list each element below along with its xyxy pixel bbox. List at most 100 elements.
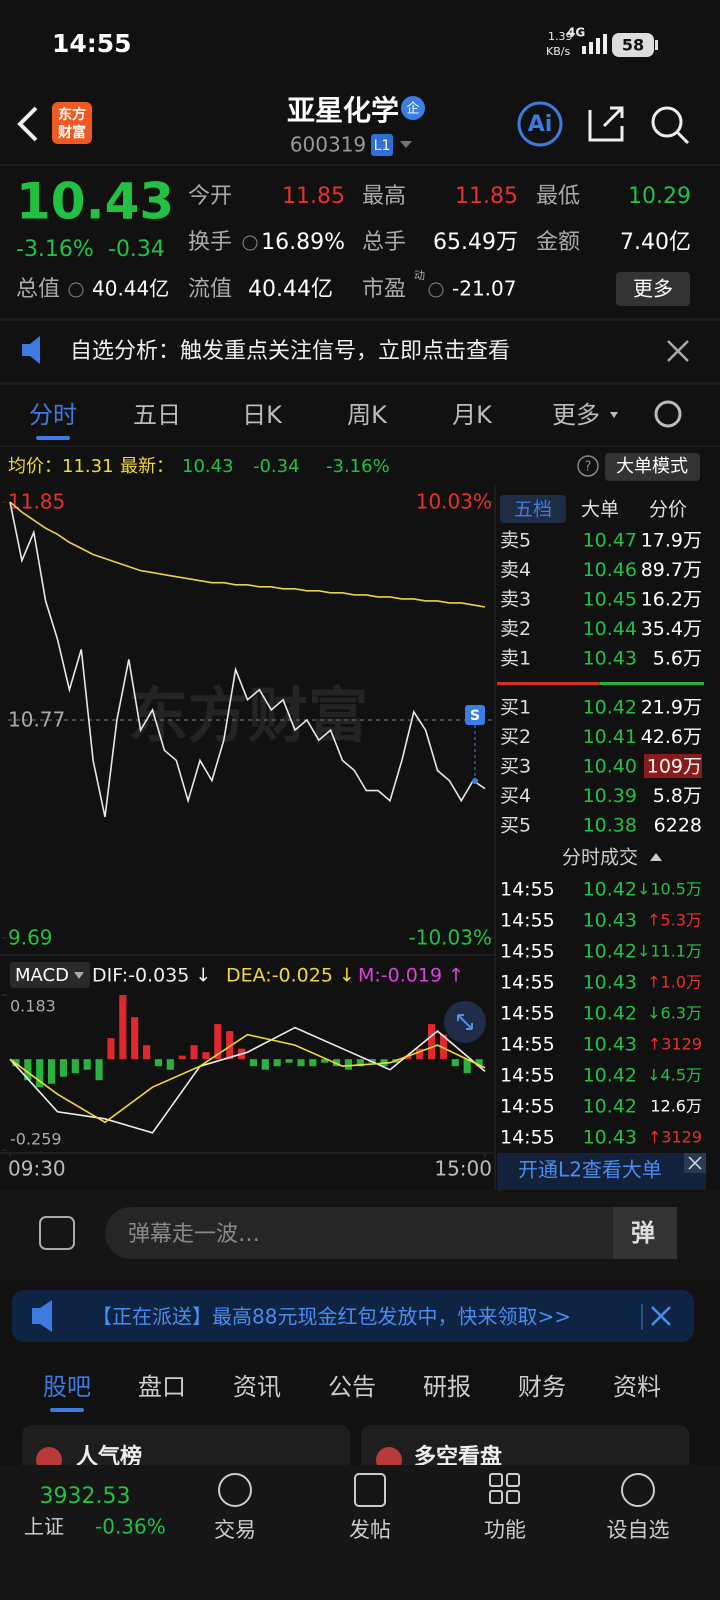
section-tab[interactable]: 公告 xyxy=(328,1373,376,1401)
stat-label: 流值 xyxy=(188,277,232,302)
book-volume: 109万 xyxy=(647,756,702,778)
watermark: 东方财富 xyxy=(128,682,368,752)
book-volume: 5.8万 xyxy=(653,785,702,807)
stat-label: 换手 xyxy=(188,230,232,255)
banner-text[interactable]: 【正在派送】最高88元现金红包发放中，快来领取>> xyxy=(92,1305,571,1329)
histogram-bar xyxy=(463,1059,471,1074)
change: -0.34 xyxy=(108,237,165,262)
mode-button[interactable] xyxy=(605,453,700,481)
section-tab[interactable]: 财务 xyxy=(518,1373,566,1401)
stat-label: 总值 xyxy=(16,277,60,302)
indicator-name[interactable]: MACD xyxy=(15,965,69,986)
volume-highlight xyxy=(644,754,702,778)
section-tab[interactable]: 股吧 xyxy=(43,1373,91,1401)
danmaku-placeholder[interactable]: 弹幕走一波… xyxy=(128,1222,260,1247)
tab[interactable]: 周K xyxy=(347,401,388,429)
nav-item[interactable]: 交易 xyxy=(214,1518,256,1542)
notice-text[interactable]: 自选分析：触发重点关注信号，立即点击查看 xyxy=(70,339,510,364)
ai-label[interactable]: Ai xyxy=(528,112,553,137)
stat-value: -21.07 xyxy=(452,277,516,301)
l2-link[interactable]: 开通L2查看大单 xyxy=(518,1158,662,1182)
book-label: 买4 xyxy=(500,785,531,807)
section-tab[interactable]: 资讯 xyxy=(233,1373,281,1401)
nav-item[interactable]: 设自选 xyxy=(607,1518,670,1542)
histogram-bar xyxy=(95,1059,103,1081)
more-button[interactable] xyxy=(616,272,690,306)
avg-value: 11.31 xyxy=(62,456,114,477)
signal-dot xyxy=(472,778,478,784)
mode-label[interactable]: 大单模式 xyxy=(616,456,688,477)
book-tab[interactable]: 大单 xyxy=(581,499,619,521)
trade-price: 10.43 xyxy=(583,1034,637,1056)
stock-name: 亚星化学 xyxy=(287,94,399,127)
function-icon xyxy=(489,1473,503,1487)
tab[interactable]: 更多 xyxy=(552,401,600,429)
level-badge xyxy=(371,134,393,156)
section-tab[interactable]: 资料 xyxy=(613,1373,661,1401)
indicator-select[interactable] xyxy=(10,962,90,988)
histogram-bar xyxy=(416,1048,424,1060)
y-tick-label: 0.183 xyxy=(10,997,56,1016)
histogram-bar xyxy=(36,1059,44,1088)
danmaku-input[interactable] xyxy=(105,1207,677,1259)
trade-price: 10.42 xyxy=(583,1003,637,1025)
y-tick-label: -0.259 xyxy=(10,1130,62,1149)
help-icon[interactable] xyxy=(577,455,599,477)
logo-text: 东方 xyxy=(58,106,86,123)
danmaku-button[interactable] xyxy=(613,1207,677,1259)
trade-time: 14:55 xyxy=(500,972,555,994)
danmaku-button-label[interactable]: 弹 xyxy=(631,1219,655,1247)
histogram-bar xyxy=(333,1059,341,1067)
histogram-bar xyxy=(439,1034,447,1060)
histogram-bar xyxy=(71,1059,79,1074)
section-tab[interactable]: 研报 xyxy=(423,1373,471,1401)
battery-level: 58 xyxy=(622,36,644,55)
active-tab-bg xyxy=(500,495,566,523)
trade-time: 14:55 xyxy=(500,941,555,963)
back-button[interactable] xyxy=(17,106,38,142)
section-tab[interactable]: 盘口 xyxy=(138,1373,186,1401)
x-tick-label: 15:00 xyxy=(434,1157,492,1181)
badge-bg xyxy=(401,96,425,120)
tab[interactable]: 分时 xyxy=(29,401,77,429)
banner[interactable] xyxy=(12,1290,694,1342)
histogram-bar xyxy=(261,1059,269,1070)
trade-price: 10.42 xyxy=(583,1065,637,1087)
tab[interactable]: 日K xyxy=(242,401,283,429)
bottom-bar xyxy=(0,1465,720,1600)
search-button[interactable] xyxy=(651,106,683,138)
book-tab[interactable]: 五档 xyxy=(514,499,552,521)
banner-close[interactable] xyxy=(651,1306,671,1326)
histogram-bar xyxy=(119,995,127,1060)
tab[interactable]: 月K xyxy=(452,401,493,429)
ai-button[interactable] xyxy=(517,101,563,147)
info-icon xyxy=(68,282,84,298)
sort-caret xyxy=(650,853,662,861)
stat-label: 金额 xyxy=(536,230,580,255)
book-tab[interactable]: 分价 xyxy=(649,499,687,521)
trade-time: 14:55 xyxy=(500,1003,555,1025)
nav-item[interactable]: 功能 xyxy=(484,1518,526,1542)
trade-volume: ↑3129 xyxy=(648,1035,702,1054)
index-value[interactable]: 3932.53 xyxy=(40,1484,131,1509)
book-label: 卖4 xyxy=(500,559,531,581)
signal-badge[interactable] xyxy=(465,705,485,725)
danmaku-icon[interactable] xyxy=(39,1216,75,1250)
share-button[interactable] xyxy=(588,106,624,142)
net-unit: KB/s xyxy=(546,45,570,58)
histogram-bar xyxy=(356,1059,364,1067)
more-button-label[interactable]: 更多 xyxy=(633,277,673,301)
dropdown-icon[interactable] xyxy=(400,141,412,148)
l2-bar[interactable] xyxy=(497,1153,706,1190)
battery xyxy=(612,33,654,57)
trade-time: 14:55 xyxy=(500,879,555,901)
tab[interactable]: 五日 xyxy=(133,401,181,429)
book-price: 10.41 xyxy=(583,726,637,748)
nav-item[interactable]: 发帖 xyxy=(349,1518,391,1542)
book-volume: 5.6万 xyxy=(653,648,702,670)
close-notice[interactable] xyxy=(667,340,689,362)
settings-button[interactable] xyxy=(654,400,682,428)
banner-icon xyxy=(32,1300,52,1332)
y2-tick-label: -10.03% xyxy=(409,926,492,950)
stat-label: 市盈 xyxy=(362,277,406,302)
